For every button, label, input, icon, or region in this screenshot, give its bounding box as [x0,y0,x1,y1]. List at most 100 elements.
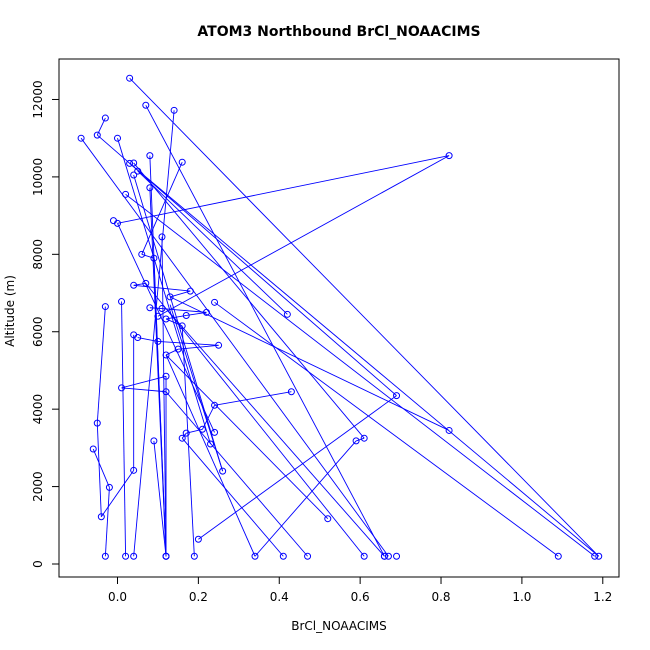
series-line-segment [129,77,600,557]
series-line-segment [100,470,135,518]
data-point [154,337,162,345]
data-point [126,74,134,82]
series-line-segment [117,223,215,433]
data-point [146,184,154,192]
data-point [182,311,190,319]
y-tick-label: 12000 [31,80,45,118]
data-point [154,312,162,320]
data-point [352,437,360,445]
data-point [158,305,166,313]
data-point [287,388,295,396]
data-point [146,304,154,312]
series-line-segment [117,138,211,445]
data-point [166,293,174,301]
data-point [360,434,368,442]
data-point [150,254,158,262]
data-point [118,384,126,392]
y-tick-label: 6000 [31,316,45,347]
data-point [122,190,130,198]
data-point [393,552,401,560]
data-point [114,134,121,142]
y-tick-label: 8000 [31,239,45,270]
series-line-segment [254,440,357,557]
series-line-segment [157,340,219,346]
data-point [360,552,368,560]
series-line-segment [121,301,127,557]
data-point [219,467,227,475]
x-tick-label: 0.4 [270,590,289,604]
data-point [215,341,223,349]
data-point [198,425,206,433]
data-point [93,419,101,427]
data-point [178,322,186,330]
series-line-segment [80,137,389,557]
data-point [324,515,332,523]
series-line-segment [133,110,175,557]
x-tick-label: 0.2 [189,590,208,604]
series-line-segment [149,307,163,309]
series-line-segment [145,105,385,557]
data-point [101,552,109,560]
series-line-segment [165,354,329,520]
y-tick-label: 0 [31,560,45,568]
data-point [114,219,121,227]
data-point [134,334,142,342]
data-point [130,466,138,474]
series-line-segment [96,423,102,517]
series-line-segment [181,325,195,557]
data-point [101,303,109,311]
series-line-segment [198,395,397,540]
series-line-segment [121,375,167,389]
data-point [202,308,210,316]
data-point [445,152,453,160]
y-tick-label: 2000 [31,471,45,502]
series-line-segment [133,174,224,472]
series-line-segment [96,306,106,424]
series-line-segment [117,155,450,224]
series-line-segment [214,391,292,406]
plot-frame [58,58,620,578]
series-line-segment [129,163,600,557]
y-axis: 0 2000 4000 6000 8000 10000 12000 [31,80,60,568]
data-point [162,372,170,380]
data-point [595,552,603,560]
data-point [93,131,101,139]
data-point [158,233,166,241]
x-tick-label: 1.2 [593,590,612,604]
series-line-segment [141,162,183,255]
series-line-segment [169,304,224,472]
x-tick-label: 0.6 [351,590,370,604]
data-point [138,250,146,258]
series-line-segment [165,348,179,356]
data-point [162,552,170,560]
data-point [130,159,138,167]
series-lines [80,77,600,557]
data-point [186,287,194,295]
data-point [304,552,312,560]
series-line-segment [355,437,365,442]
y-tick-label: 10000 [31,158,45,196]
series-line-segment [133,282,146,286]
series-points [77,74,603,560]
data-point [134,167,142,175]
data-point [142,101,150,109]
series-line-segment [133,162,365,439]
data-point [211,401,219,409]
data-point [130,281,138,289]
series-line-segment [214,301,559,557]
x-tick-label: 1.0 [512,590,531,604]
data-point [279,552,287,560]
x-tick-label: 0.8 [431,590,450,604]
data-point [194,535,202,543]
data-point [105,483,113,491]
data-point [393,392,401,400]
data-point [445,426,453,434]
data-point [162,315,170,323]
data-point [182,429,190,437]
chart-title: ATOM3 Northbound BrCl_NOAACIMS [197,24,480,40]
series-line-segment [181,437,284,557]
series-line-segment [145,283,365,557]
data-point [101,114,109,122]
series-line-segment [165,391,308,557]
